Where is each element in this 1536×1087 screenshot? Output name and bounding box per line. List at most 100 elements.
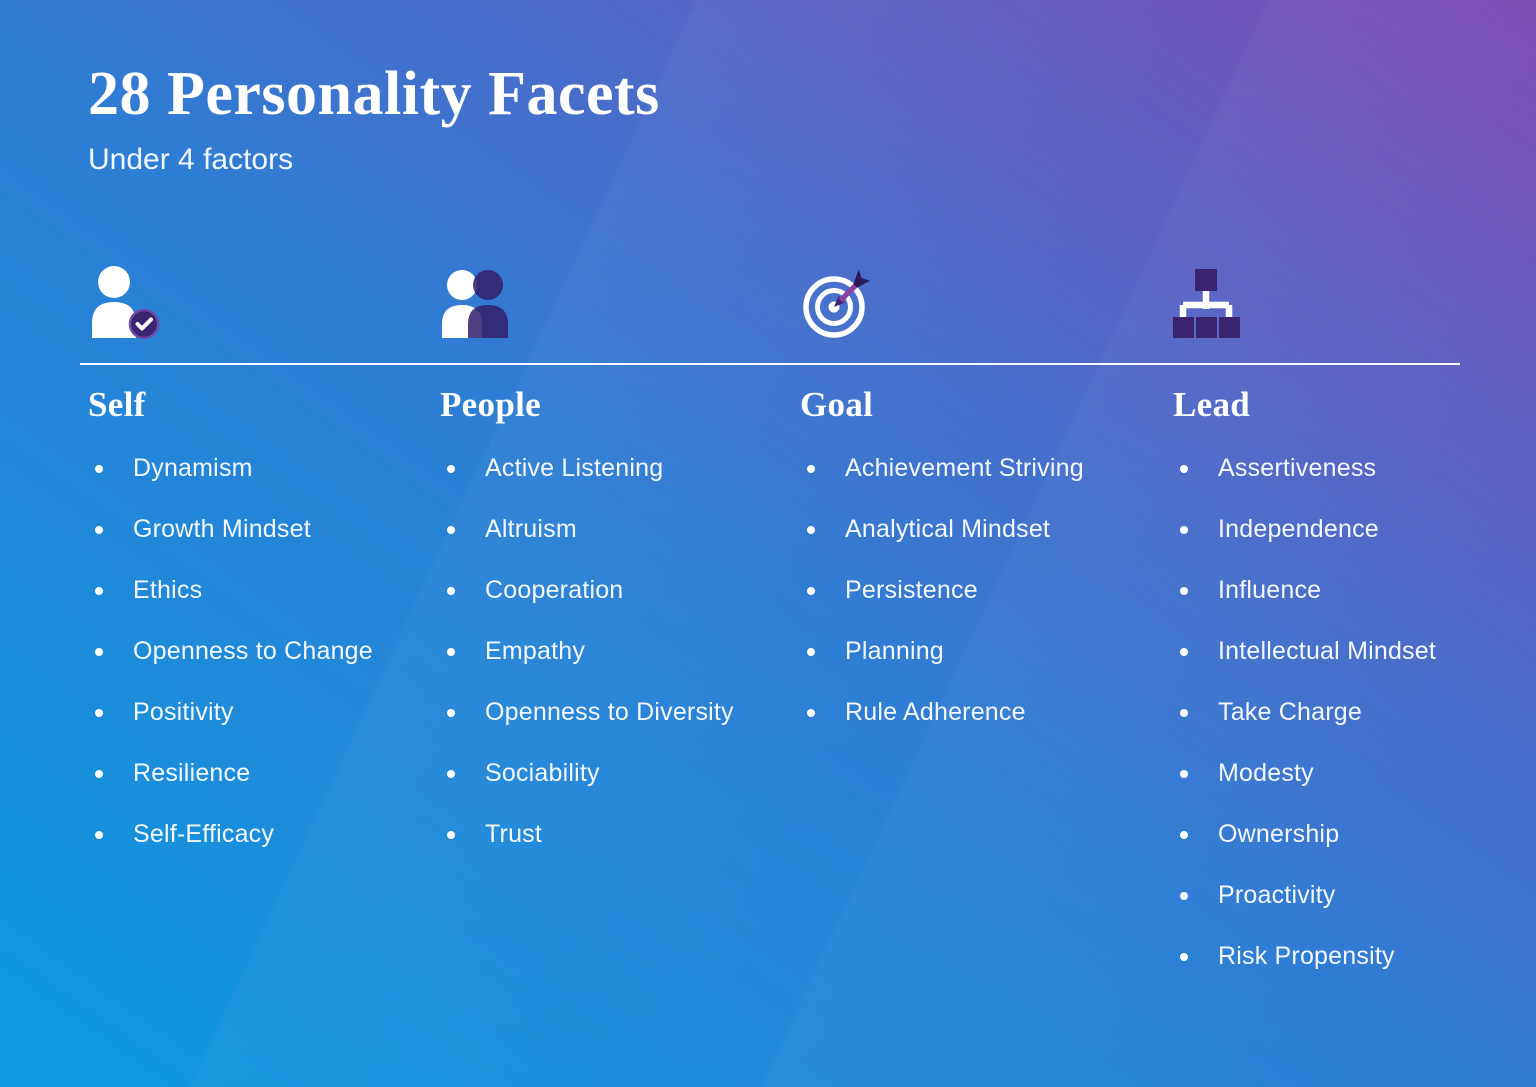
bullet-dot (447, 647, 455, 656)
facet-label: Ethics (133, 576, 203, 605)
facet-label: Empathy (485, 637, 586, 666)
self-icon-cell (88, 265, 440, 341)
list-item: Analytical Mindset (800, 499, 1173, 560)
page-subtitle: Under 4 factors (88, 143, 294, 177)
bullet-dot (1180, 525, 1188, 534)
bullet-dot (95, 525, 103, 534)
bullet-dot (95, 830, 103, 839)
facet-label: Cooperation (485, 576, 624, 605)
factor-title-lead: Lead (1173, 385, 1251, 425)
facet-label: Openness to Change (133, 637, 373, 666)
facet-label: Rule Adherence (845, 698, 1026, 727)
person-check-icon (92, 266, 160, 340)
facet-label: Sociability (485, 759, 600, 788)
list-item: Take Charge (1173, 682, 1460, 743)
facet-label: Intellectual Mindset (1218, 637, 1437, 666)
list-item: Influence (1173, 560, 1460, 621)
bullet-dot (1180, 830, 1188, 839)
factor-column-goal: Goal Achievement Striving Analytical Min… (800, 365, 1173, 987)
bullet-dot (95, 464, 103, 473)
facet-label: Planning (845, 637, 944, 666)
factor-title-goal: Goal (800, 385, 874, 425)
list-item: Independence (1173, 499, 1460, 560)
target-dart-icon (803, 269, 871, 338)
goal-icon-cell (800, 265, 1173, 341)
facet-label: Assertiveness (1218, 454, 1377, 483)
people-icon-cell (440, 265, 800, 341)
facet-label: Positivity (133, 698, 234, 727)
facet-label: Resilience (133, 759, 251, 788)
bullet-dot (95, 586, 103, 595)
list-item: Rule Adherence (800, 682, 1173, 743)
facet-label: Persistence (845, 576, 978, 605)
bullet-dot (1180, 586, 1188, 595)
facet-label: Modesty (1218, 759, 1314, 788)
bullet-dot (807, 708, 815, 717)
facet-label: Growth Mindset (133, 515, 311, 544)
people-icon (442, 270, 508, 339)
list-item: Cooperation (440, 560, 800, 621)
facet-label: Achievement Striving (845, 454, 1084, 483)
facet-label: Dynamism (133, 454, 253, 483)
facet-label: Active Listening (485, 454, 664, 483)
list-item: Dynamism (88, 438, 440, 499)
facet-label: Independence (1218, 515, 1379, 544)
factors-grid: Self Dynamism Growth Mindset Ethics Open… (80, 265, 1460, 987)
facet-label: Ownership (1218, 820, 1340, 849)
facet-list-people: Active Listening Altruism Cooperation Em… (440, 438, 800, 865)
factor-column-self: Self Dynamism Growth Mindset Ethics Open… (88, 365, 440, 987)
facet-label: Influence (1218, 576, 1322, 605)
list-item: Achievement Striving (800, 438, 1173, 499)
list-item: Persistence (800, 560, 1173, 621)
bullet-dot (1180, 952, 1188, 961)
facet-label: Proactivity (1218, 881, 1336, 910)
facet-label: Trust (485, 820, 543, 849)
bullet-dot (1180, 464, 1188, 473)
lead-icon-cell (1173, 265, 1460, 341)
list-item: Ethics (88, 560, 440, 621)
list-item: Ownership (1173, 804, 1460, 865)
facet-label: Analytical Mindset (845, 515, 1051, 544)
bullet-dot (1180, 647, 1188, 656)
list-item: Openness to Change (88, 621, 440, 682)
list-item: Proactivity (1173, 865, 1460, 926)
list-item: Sociability (440, 743, 800, 804)
bullet-dot (95, 708, 103, 717)
facet-label: Altruism (485, 515, 577, 544)
bullet-dot (1180, 708, 1188, 717)
list-item: Planning (800, 621, 1173, 682)
facet-label: Self-Efficacy (133, 820, 275, 849)
list-item: Growth Mindset (88, 499, 440, 560)
list-item: Trust (440, 804, 800, 865)
bullet-dot (807, 647, 815, 656)
bullet-dot (1180, 769, 1188, 778)
factor-column-lead: Lead Assertiveness Independence Influenc… (1173, 365, 1460, 987)
list-item: Altruism (440, 499, 800, 560)
list-item: Modesty (1173, 743, 1460, 804)
factor-column-people: People Active Listening Altruism Coopera… (440, 365, 800, 987)
bullet-dot (807, 586, 815, 595)
facet-label: Openness to Diversity (485, 698, 734, 727)
list-item: Active Listening (440, 438, 800, 499)
list-item: Positivity (88, 682, 440, 743)
factor-title-people: People (440, 385, 541, 425)
page-title: 28 Personality Facets (88, 60, 660, 128)
list-item: Resilience (88, 743, 440, 804)
org-chart-icon (1173, 269, 1240, 339)
factor-title-self: Self (88, 385, 146, 425)
facet-list-goal: Achievement Striving Analytical Mindset … (800, 438, 1173, 743)
list-item: Empathy (440, 621, 800, 682)
list-item: Assertiveness (1173, 438, 1460, 499)
bullet-dot (447, 708, 455, 717)
bullet-dot (447, 464, 455, 473)
bullet-dot (447, 769, 455, 778)
bullet-dot (447, 586, 455, 595)
list-item: Openness to Diversity (440, 682, 800, 743)
page-header: 28 Personality Facets Under 4 factors (88, 0, 1460, 177)
divider-line (80, 363, 1460, 366)
facet-label: Risk Propensity (1218, 942, 1395, 971)
bullet-dot (1180, 891, 1188, 900)
bullet-dot (807, 464, 815, 473)
bullet-dot (447, 830, 455, 839)
